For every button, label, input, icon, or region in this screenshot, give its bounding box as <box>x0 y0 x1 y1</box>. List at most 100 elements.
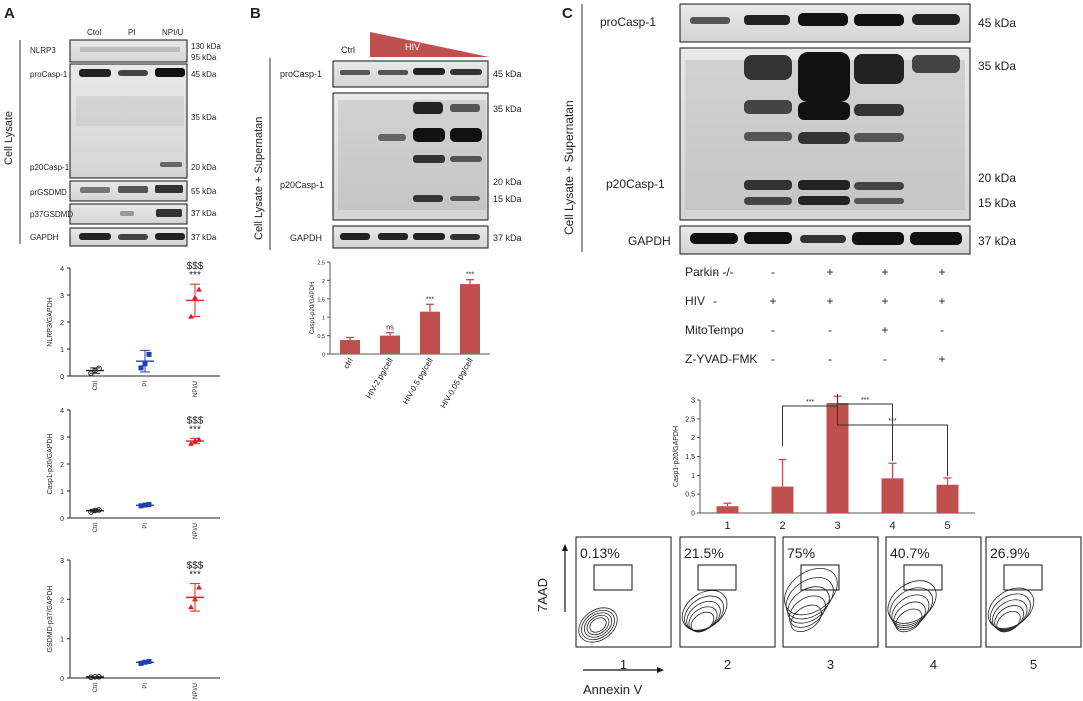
condition-sign: - <box>713 323 717 337</box>
y-axis-label: Casp1-p20/GAPDH <box>673 426 680 487</box>
condition-label: HIV <box>685 294 705 308</box>
condition-sign: - <box>771 323 775 337</box>
data-point <box>188 440 194 446</box>
flow-number: 5 <box>1030 657 1037 672</box>
arrow-head-icon <box>562 544 568 551</box>
y-tick-label: 2,5 <box>685 416 695 423</box>
data-point <box>188 313 194 319</box>
condition-sign: - <box>883 352 887 366</box>
hiv-gradient-wedge <box>370 32 489 57</box>
side-label-b: Cell Lysate + Supernatan <box>253 117 265 240</box>
x-tick-label: NPI/U <box>193 683 199 699</box>
kda-marker: 15 kDa <box>493 194 522 204</box>
significance-label: $$$ <box>187 261 204 272</box>
significance-label: *** <box>861 397 869 404</box>
flow-contour <box>790 604 822 632</box>
x-tick-label: 1 <box>724 520 730 532</box>
data-point <box>196 584 202 590</box>
data-point <box>138 503 144 509</box>
flow-contour <box>996 610 1021 633</box>
flow-gate <box>697 564 737 591</box>
band-label: proCasp-1 <box>30 70 68 79</box>
flow-y-label: 7AAD <box>535 578 550 612</box>
blot-casp1-b <box>332 92 489 221</box>
flow-plot-frame <box>782 536 879 648</box>
y-tick-label: 2 <box>60 597 64 604</box>
kda-marker: 35 kDa <box>493 104 522 114</box>
y-tick-label: 0,5 <box>317 334 325 340</box>
data-point <box>146 502 152 507</box>
y-tick-label: 0 <box>60 516 64 523</box>
condition-sign: + <box>881 265 888 279</box>
bar <box>881 478 904 513</box>
condition-sign: - <box>828 352 832 366</box>
y-tick-label: 2 <box>322 279 325 285</box>
y-tick-label: 1 <box>60 489 64 496</box>
flow-contour <box>785 577 834 620</box>
data-point <box>88 370 94 377</box>
y-tick-label: 2 <box>60 320 64 327</box>
data-point <box>142 502 148 508</box>
y-tick-label: 1 <box>691 473 695 480</box>
flow-number: 3 <box>827 657 834 672</box>
condition-sign: - <box>771 265 775 279</box>
y-tick-label: 0 <box>691 511 695 518</box>
y-tick-label: 1 <box>60 637 64 644</box>
lane-label: NPI/U <box>162 28 184 37</box>
condition-sign: + <box>826 294 833 308</box>
arrow-head-icon <box>657 667 664 673</box>
condition-label: MitoTempo <box>685 323 744 337</box>
bar <box>716 506 739 513</box>
data-point <box>142 361 148 367</box>
flow-contour <box>589 617 607 633</box>
flow-contour <box>895 608 923 633</box>
flow-percent: 75% <box>787 545 815 561</box>
band-label: p20Casp-1 <box>606 177 665 191</box>
kda-marker: 55 kDa <box>191 187 217 196</box>
significance-label: *** <box>189 424 201 435</box>
data-point <box>138 660 144 666</box>
y-tick-label: 0 <box>322 353 325 359</box>
kda-marker: 95 kDa <box>191 53 217 62</box>
bar <box>771 486 794 513</box>
significance-label: *** <box>888 418 896 425</box>
data-point <box>192 294 198 300</box>
y-tick-label: 1 <box>322 316 325 322</box>
flow-number: 1 <box>620 657 627 672</box>
significance-label: *** <box>189 570 201 581</box>
condition-sign: - <box>828 323 832 337</box>
significance-label: $$$ <box>187 561 204 572</box>
flow-contour <box>787 586 830 624</box>
kda-marker: 35 kDa <box>978 59 1016 73</box>
significance-label: *** <box>189 270 201 281</box>
kda-marker: 35 kDa <box>191 113 217 122</box>
blot-prgsdmd <box>69 180 188 202</box>
data-point <box>138 365 144 371</box>
data-point <box>192 438 198 444</box>
kda-marker: 37 kDa <box>493 233 522 243</box>
blot-gapdh-c <box>679 225 971 255</box>
x-tick-label: PI <box>143 683 149 689</box>
condition-sign: + <box>938 265 945 279</box>
kda-marker: 20 kDa <box>191 163 217 172</box>
y-tick-label: 1 <box>60 347 64 354</box>
kda-marker: 45 kDa <box>191 70 217 79</box>
y-tick-label: 3 <box>60 435 64 442</box>
bar <box>460 284 480 354</box>
kda-marker: 37 kDa <box>191 209 217 218</box>
significance-label: ns <box>386 325 394 332</box>
bar <box>380 335 400 354</box>
kda-marker: 20 kDa <box>978 171 1016 185</box>
flow-plot-frame <box>575 536 672 648</box>
panel-letter-a: A <box>4 5 15 22</box>
flow-percent: 0.13% <box>580 545 620 561</box>
significance-label: *** <box>466 272 474 279</box>
blot-casp1-c <box>679 47 971 221</box>
y-tick-label: 0,5 <box>685 492 695 499</box>
kda-marker: 130 kDa <box>191 42 221 51</box>
x-tick-label: PI <box>143 523 149 529</box>
flow-contour <box>690 611 715 633</box>
kda-marker: 45 kDa <box>493 69 522 79</box>
condition-sign: + <box>938 352 945 366</box>
